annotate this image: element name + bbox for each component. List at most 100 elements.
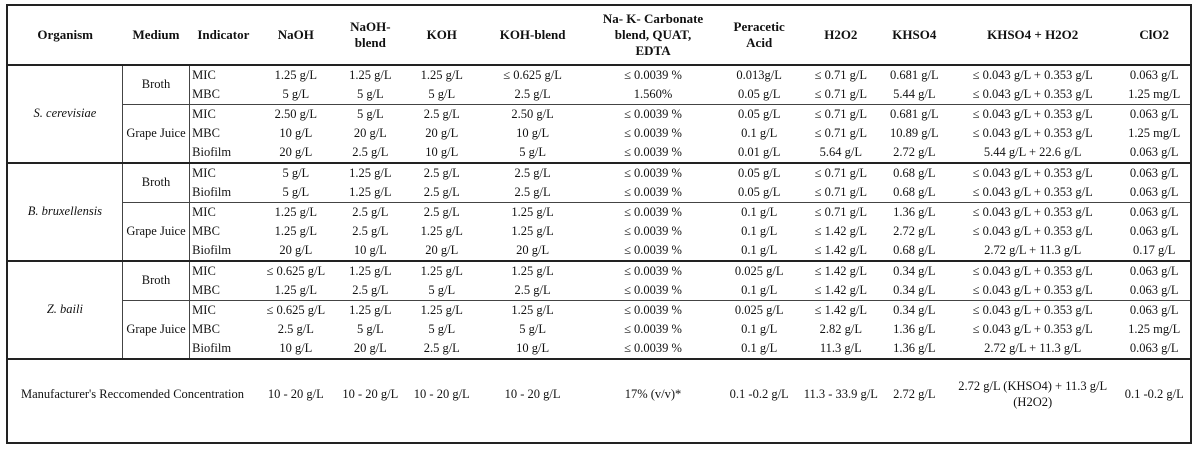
value-cell: 0.68 g/L (881, 183, 947, 203)
header-cell: Na- K- Carbonate blend, QUAT, EDTA (587, 6, 719, 66)
value-cell: 2.5 g/L (406, 183, 478, 203)
value-cell: 5 g/L (356, 106, 384, 121)
recommended-value-cell: 2.72 g/L (893, 386, 936, 401)
table-row: Z. baili Broth MIC ≤ 0.625 g/L 1.25 g/L 1.25 … (8, 261, 1190, 360)
table-body: S. cerevisiae Broth MIC 1.25 g/L 1.25 g/L 1.2… (8, 65, 1190, 428)
recommended-value-cell: 10 - 20 g/L (413, 386, 470, 401)
value-cell: 11.3 g/L (800, 339, 882, 360)
organism-cell: S. cerevisiae (8, 65, 123, 164)
indicator-cell: MIC (192, 106, 216, 121)
header-cell: Medium (122, 6, 190, 66)
value-cell: 0.05 g/L (737, 106, 781, 121)
value-cell: 0.1 g/L (741, 125, 778, 140)
value-cell: 2.5 g/L (477, 85, 588, 105)
value-cell: 20 g/L (477, 241, 588, 262)
value-cell: 0.1 g/L (741, 321, 778, 336)
value-cell: 1.25 mg/L (1128, 321, 1181, 336)
value-cell: 10.89 g/L (890, 125, 939, 140)
value-cell: 0.063 g/L (1129, 67, 1179, 82)
value-cell: 20 g/L (425, 125, 459, 140)
value-cell: 5.64 g/L (800, 143, 882, 164)
value-cell: 2.5 g/L (334, 281, 407, 301)
value-cell: 0.025 g/L (734, 302, 784, 317)
value-cell: ≤ 0.043 g/L + 0.353 g/L (972, 302, 1093, 317)
indicator-cell: MBC (189, 85, 258, 105)
value-cell: 0.063 g/L (1118, 281, 1190, 301)
value-cell: 1.560% (587, 85, 719, 105)
value-cell: 2.5 g/L (277, 321, 314, 336)
organism-cell: B. bruxellensis (8, 163, 123, 262)
value-cell: 5 g/L (356, 321, 384, 336)
table-row: Biofilm 20 g/L 2.5 g/L 10 g/L 5 g/L ≤ 0.0039 … (8, 143, 1190, 164)
indicator-cell: Biofilm (189, 241, 258, 262)
value-cell: 1.25 g/L (511, 223, 554, 238)
value-cell: 2.5 g/L (423, 204, 460, 219)
indicator-cell: MIC (192, 204, 216, 219)
value-cell: 0.1 g/L (718, 241, 800, 262)
value-cell: 0.063 g/L (1129, 302, 1179, 317)
medium-cell: Broth (122, 163, 191, 203)
value-cell: 2.5 g/L (514, 165, 551, 180)
indicator-cell: MIC (192, 263, 216, 278)
indicator-cell: MBC (192, 223, 220, 238)
value-cell: 1.36 g/L (881, 339, 947, 360)
medium-cell: Grape Juice (122, 202, 191, 262)
header-cell: NaOH- blend (334, 6, 407, 66)
medium-cell: Grape Juice (122, 300, 191, 360)
value-cell: 5 g/L (406, 281, 478, 301)
value-cell: ≤ 0.0039 % (587, 339, 719, 360)
value-cell: 0.1 g/L (741, 204, 778, 219)
value-cell: 0.063 g/L (1129, 204, 1179, 219)
header-cell: ClO2 (1118, 6, 1190, 66)
value-cell: ≤ 0.0039 % (587, 143, 719, 164)
medium-cell: Broth (122, 65, 191, 105)
value-cell: ≤ 0.043 g/L + 0.353 g/L (946, 85, 1119, 105)
value-cell: 20 g/L (353, 125, 387, 140)
recommended-concentration-label: Manufacturer's Reccomended Concentration (21, 386, 245, 401)
value-cell: 2.5 g/L (477, 281, 588, 301)
value-cell: 5 g/L (334, 85, 407, 105)
value-cell: ≤ 0.0039 % (624, 67, 682, 82)
value-cell: 1.25 g/L (511, 302, 554, 317)
table-row: Biofilm 20 g/L 10 g/L 20 g/L 20 g/L ≤ 0.0039 … (8, 241, 1190, 262)
value-cell: ≤ 0.625 g/L (266, 302, 326, 317)
value-cell: 0.025 g/L (734, 263, 784, 278)
organism-cell: Z. baili (8, 261, 123, 360)
value-cell: 1.25 g/L (511, 263, 554, 278)
table-row: B. bruxellensis Broth MIC 5 g/L 1.25 g/L 2.5 … (8, 163, 1190, 262)
value-cell: ≤ 0.0039 % (624, 223, 682, 238)
value-cell: 0.063 g/L (1118, 143, 1190, 164)
value-cell: ≤ 0.043 g/L + 0.353 g/L (972, 204, 1093, 219)
value-cell: ≤ 0.043 g/L + 0.353 g/L (972, 67, 1093, 82)
value-cell: 2.50 g/L (274, 106, 317, 121)
value-cell: 2.72 g/L (881, 143, 947, 164)
recommended-concentration-row: Manufacturer's Reccomended Concentration… (8, 359, 1190, 428)
recommended-value-cell: 10 - 20 g/L (342, 386, 399, 401)
value-cell: 1.25 g/L (420, 67, 463, 82)
value-cell: ≤ 0.0039 % (587, 183, 719, 203)
table-row: MBC 1.25 g/L 2.5 g/L 5 g/L 2.5 g/L ≤ 0.0039 %… (8, 281, 1190, 301)
value-cell: 0.063 g/L (1129, 223, 1179, 238)
recommended-value-cell: 0.1 -0.2 g/L (1124, 386, 1184, 401)
value-cell: 2.5 g/L (352, 204, 389, 219)
value-cell: 0.68 g/L (881, 241, 947, 262)
value-cell: 1.25 g/L (274, 204, 317, 219)
value-cell: ≤ 0.71 g/L (800, 183, 882, 203)
value-cell: 2.5 g/L (423, 106, 460, 121)
value-cell: ≤ 1.42 g/L (814, 223, 867, 238)
value-cell: 10 g/L (334, 241, 407, 262)
value-cell: 20 g/L (334, 339, 407, 360)
indicator-cell: MIC (192, 302, 216, 317)
value-cell: 2.72 g/L + 11.3 g/L (946, 241, 1119, 262)
value-cell: 0.05 g/L (718, 85, 800, 105)
value-cell: ≤ 0.0039 % (624, 263, 682, 278)
results-table-frame: Organism Medium Indicator NaOH NaOH- ble… (6, 4, 1192, 444)
value-cell: 1.36 g/L (893, 204, 936, 219)
value-cell: 10 g/L (516, 125, 550, 140)
value-cell: 5 g/L (282, 165, 310, 180)
value-cell: ≤ 1.42 g/L (814, 302, 867, 317)
value-cell: 2.82 g/L (819, 321, 862, 336)
table-row: MBC 2.5 g/L 5 g/L 5 g/L 5 g/L ≤ 0.0039 % 0.1 g… (8, 320, 1190, 339)
indicator-cell: Biofilm (189, 143, 258, 164)
value-cell: ≤ 0.0039 % (624, 321, 682, 336)
